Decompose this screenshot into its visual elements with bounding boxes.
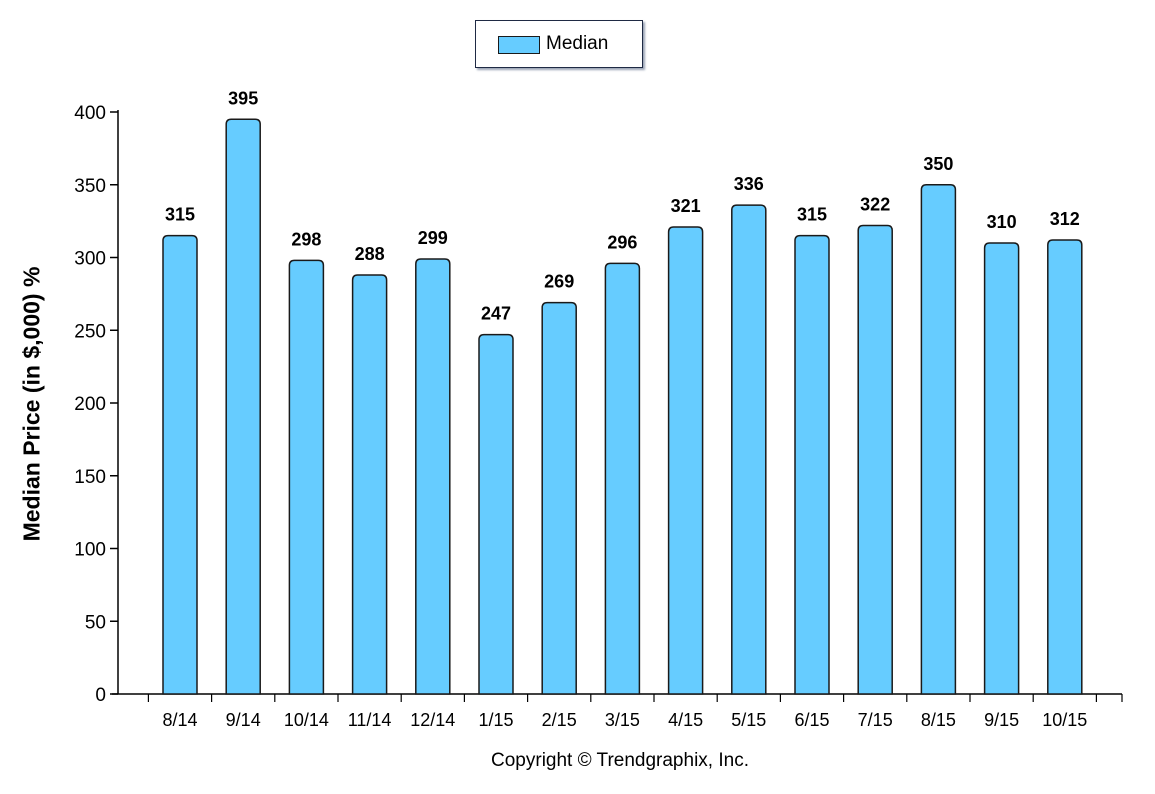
bar-8-15 xyxy=(920,184,957,695)
y-tick-label: 0 xyxy=(95,685,106,706)
data-label: 296 xyxy=(607,232,637,252)
x-tick-label: 8/14 xyxy=(162,710,197,730)
bar-9-14 xyxy=(225,118,261,695)
bar-6-15 xyxy=(794,234,830,695)
data-label: 298 xyxy=(291,229,321,249)
data-label: 315 xyxy=(165,205,195,225)
y-axis-title: Median Price (in $,000) % xyxy=(18,266,45,542)
legend-label-median: Median xyxy=(546,33,609,54)
bar-5-15 xyxy=(731,204,767,695)
data-label: 312 xyxy=(1050,209,1080,229)
x-tick-label: 8/15 xyxy=(921,710,956,730)
x-tick-label: 3/15 xyxy=(605,710,640,730)
y-tick-label: 400 xyxy=(74,103,106,124)
x-tick-label: 10/14 xyxy=(284,710,329,730)
bar-1-15 xyxy=(478,333,514,695)
bar-3-15 xyxy=(604,262,641,695)
data-labels: 315 395 298 288 299 247 269 296 321 336 315 322 350 3… xyxy=(165,88,1080,323)
bar-9-15 xyxy=(983,242,1020,695)
x-tick-label: 5/15 xyxy=(731,710,766,730)
x-tick-label: 10/15 xyxy=(1042,710,1087,730)
y-tick-label: 300 xyxy=(74,249,106,270)
x-tick-label: 6/15 xyxy=(794,710,829,730)
x-tick-label: 4/15 xyxy=(668,710,703,730)
data-label: 350 xyxy=(923,154,953,174)
x-tick-label: 2/15 xyxy=(542,710,577,730)
bar-11-14 xyxy=(351,274,388,695)
data-label: 395 xyxy=(228,88,258,108)
x-tick-label: 11/14 xyxy=(348,710,392,730)
bar-2-15 xyxy=(541,301,577,695)
y-tick-label: 200 xyxy=(74,394,106,415)
axes: 0 50 100 150 200 250 300 350 400 8/14 9/14 10/14 11/… xyxy=(74,103,1123,730)
x-tick-label: 7/15 xyxy=(858,710,893,730)
bar-10-15 xyxy=(1047,239,1083,695)
data-label: 269 xyxy=(544,272,574,292)
y-tick-label: 50 xyxy=(85,612,106,633)
bar-8-14 xyxy=(162,234,198,695)
legend: Median xyxy=(475,20,643,68)
data-label: 336 xyxy=(734,174,764,194)
data-label: 321 xyxy=(671,196,701,216)
bar-10-14 xyxy=(288,259,325,695)
y-tick-label: 250 xyxy=(74,321,106,342)
x-tick-label: 9/15 xyxy=(984,710,1019,730)
copyright-text: Copyright © Trendgraphix, Inc. xyxy=(491,750,749,771)
y-tick-label: 100 xyxy=(74,540,106,561)
x-tick-label: 9/14 xyxy=(226,710,261,730)
data-label: 315 xyxy=(797,205,827,225)
y-tick-label: 150 xyxy=(74,467,106,488)
data-label: 288 xyxy=(355,244,385,264)
x-tick-label: 1/15 xyxy=(478,710,513,730)
data-label: 299 xyxy=(418,228,448,248)
bars xyxy=(162,118,1083,695)
x-tick-label: 12/14 xyxy=(410,710,455,730)
data-label: 322 xyxy=(860,194,890,214)
bar-4-15 xyxy=(667,226,704,695)
legend-swatch-median xyxy=(498,36,540,54)
bar-12-14 xyxy=(415,258,451,695)
data-label: 247 xyxy=(481,304,511,324)
data-label: 310 xyxy=(987,212,1017,232)
bar-7-15 xyxy=(857,224,893,695)
y-tick-label: 350 xyxy=(74,176,106,197)
